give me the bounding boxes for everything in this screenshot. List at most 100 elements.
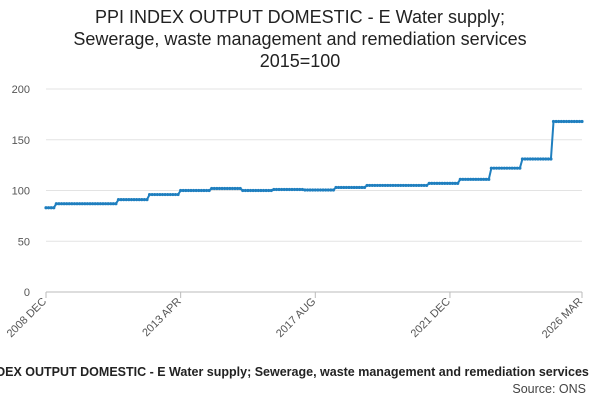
data-point [570, 119, 574, 124]
data-point [155, 192, 159, 197]
data-point [127, 198, 131, 202]
data-point [233, 186, 237, 191]
y-tick-label: 200 [12, 84, 30, 96]
data-point [386, 183, 390, 188]
data-point [83, 202, 87, 206]
data-point [158, 192, 162, 197]
data-point [469, 177, 473, 181]
data-point [326, 188, 330, 192]
data-point [142, 198, 146, 202]
data-point [300, 187, 304, 192]
data-point [106, 202, 110, 206]
legend-series-label: PPI INDEX OUTPUT DOMESTIC - E Water supp… [0, 365, 589, 379]
data-point [383, 183, 387, 188]
data-point [78, 202, 82, 206]
data-point [562, 119, 566, 124]
data-point [440, 181, 444, 185]
data-point [448, 181, 452, 185]
data-point [173, 192, 178, 197]
data-point [580, 119, 584, 124]
data-point [140, 198, 144, 202]
data-point [91, 202, 95, 206]
data-point [515, 166, 519, 170]
source-credit: Source: ONS [512, 382, 586, 396]
data-point [450, 181, 455, 185]
data-point [303, 188, 307, 192]
data-point [194, 188, 198, 193]
data-point [228, 186, 232, 191]
data-point [189, 188, 193, 193]
data-point [339, 185, 343, 190]
data-point [329, 188, 333, 192]
data-point [282, 187, 286, 192]
data-point [259, 188, 263, 193]
data-point [62, 202, 66, 206]
data-point [254, 188, 258, 193]
data-point [168, 192, 172, 197]
data-point [476, 177, 481, 181]
data-point [52, 206, 56, 210]
data-point [347, 185, 351, 190]
data-point [171, 192, 175, 197]
data-point [494, 166, 499, 170]
data-point [215, 186, 219, 191]
data-point [179, 188, 183, 193]
data-point [544, 157, 548, 161]
data-point [210, 186, 214, 191]
data-point [432, 181, 437, 185]
data-point [85, 202, 90, 206]
data-point [492, 166, 496, 170]
y-tick-label: 100 [12, 186, 30, 198]
data-point [466, 177, 470, 181]
data-point [44, 206, 48, 210]
data-point [443, 181, 447, 185]
data-point [370, 183, 374, 188]
data-point [368, 183, 372, 188]
data-point [417, 183, 421, 188]
data-point [75, 202, 79, 206]
data-point [520, 157, 525, 161]
data-point [243, 188, 247, 193]
data-point [49, 206, 53, 210]
data-point [437, 181, 442, 185]
data-point [500, 166, 504, 170]
data-point [391, 183, 395, 188]
data-point [533, 157, 537, 161]
data-point [505, 166, 509, 170]
data-point [160, 192, 165, 197]
data-point [414, 183, 418, 188]
data-point [357, 185, 361, 190]
data-point [124, 198, 128, 202]
data-point [531, 157, 535, 161]
data-point [461, 177, 465, 181]
data-point [419, 183, 424, 188]
chart-title: PPI INDEX OUTPUT DOMESTIC - E Water supp… [0, 6, 600, 72]
data-point [396, 183, 400, 188]
data-point [572, 119, 576, 124]
data-point [238, 186, 242, 191]
legend: PPI INDEX OUTPUT DOMESTIC - E Water supp… [0, 365, 600, 379]
x-tick-label: 2021 DEC [409, 296, 453, 340]
data-point [538, 157, 543, 161]
data-point [342, 185, 346, 190]
data-point [422, 183, 426, 188]
data-point [575, 119, 579, 124]
data-point [88, 202, 92, 206]
data-point [135, 198, 139, 202]
data-point [264, 188, 268, 193]
data-point [324, 188, 328, 192]
x-tick-label: 2008 DEC [5, 296, 49, 340]
data-point [93, 202, 97, 206]
data-point [57, 202, 61, 206]
data-point [132, 198, 136, 202]
data-point [274, 187, 279, 192]
data-point [375, 183, 380, 188]
data-point [554, 119, 558, 124]
data-point [184, 188, 188, 193]
data-point [111, 202, 115, 206]
data-point [251, 188, 255, 193]
data-point [186, 188, 191, 193]
data-point [577, 119, 582, 124]
data-point [427, 181, 431, 185]
data-point [267, 188, 271, 193]
